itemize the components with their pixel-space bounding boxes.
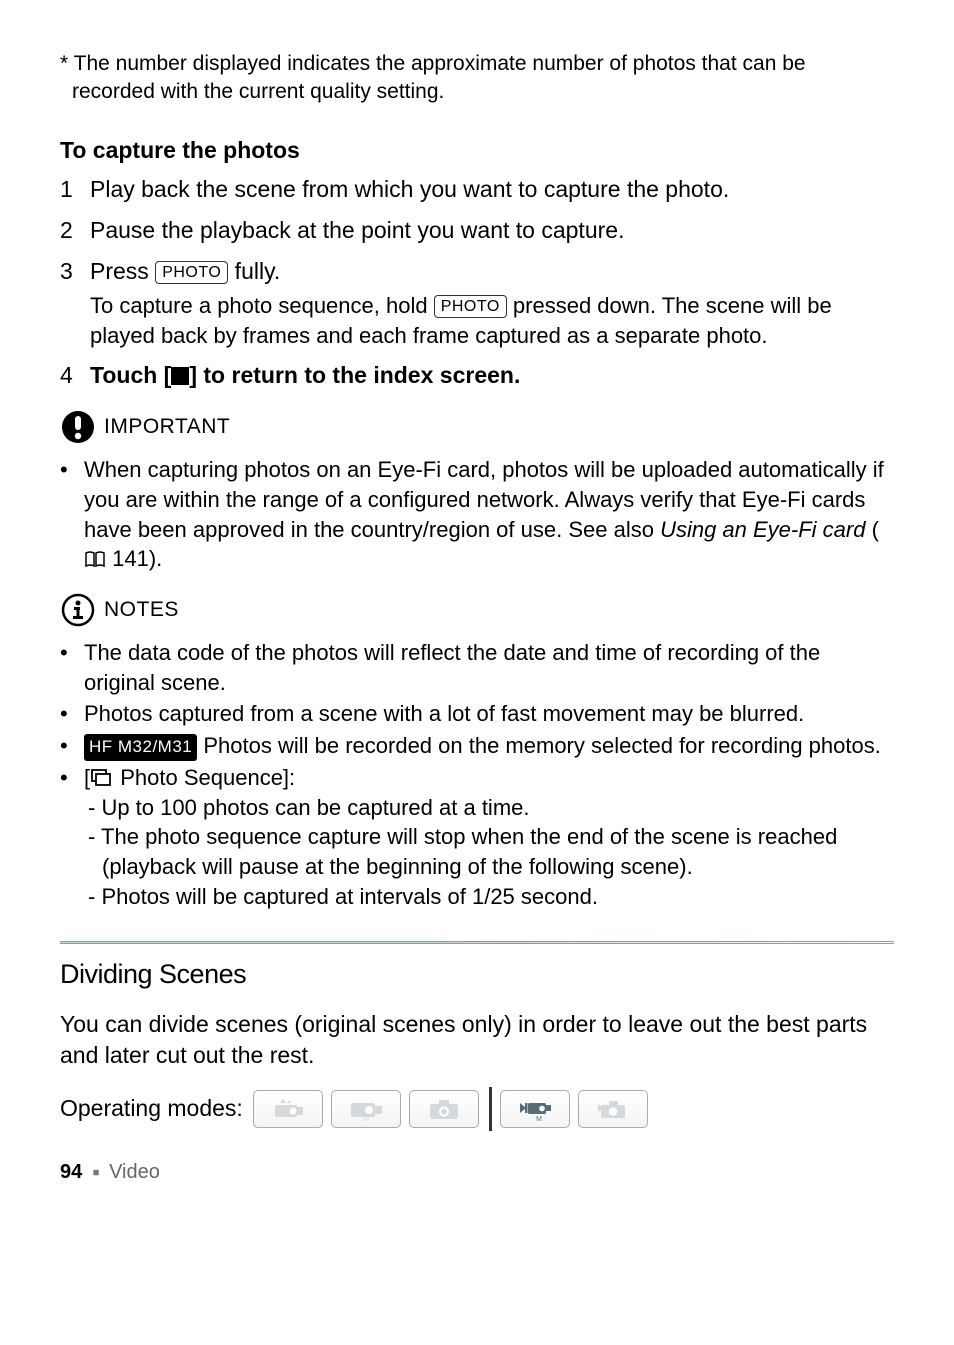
important-icon bbox=[60, 409, 96, 445]
stop-icon bbox=[171, 367, 189, 385]
important-callout: IMPORTANT bbox=[60, 409, 894, 445]
bold-pre: Touch [ bbox=[90, 362, 171, 388]
mode-photo bbox=[409, 1090, 479, 1128]
step-text: Touch [ ] to return to the index screen. bbox=[90, 360, 894, 391]
notes-bullets: • The data code of the photos will refle… bbox=[60, 638, 894, 911]
bullet-content: HF M32/M31 Photos will be recorded on th… bbox=[84, 731, 894, 761]
bullet-content: When capturing photos on an Eye-Fi card,… bbox=[84, 455, 894, 574]
mode-divider bbox=[489, 1087, 492, 1131]
bold-post: ] to return to the index screen. bbox=[189, 362, 520, 388]
bullet-dot: • bbox=[60, 455, 84, 574]
bullet-item: • The data code of the photos will refle… bbox=[60, 638, 894, 697]
step-num: 2 bbox=[60, 215, 90, 246]
mode-manual: M bbox=[331, 1090, 401, 1128]
step-num: 3 bbox=[60, 256, 90, 350]
page-footer: 94 ◆ Video bbox=[60, 1159, 894, 1186]
sub-dash: - Up to 100 photos can be captured at a … bbox=[84, 793, 894, 823]
auto-mode-icon bbox=[269, 1097, 307, 1121]
bullet-content: [ Photo Sequence]: - Up to 100 photos ca… bbox=[84, 763, 894, 911]
step-pre: Press bbox=[90, 258, 155, 284]
sequence-icon bbox=[90, 768, 114, 788]
important-label: IMPORTANT bbox=[104, 413, 230, 441]
bullet-content: Photos captured from a scene with a lot … bbox=[84, 699, 894, 729]
photo-key: PHOTO bbox=[155, 261, 228, 285]
footer-section: Video bbox=[109, 1161, 160, 1183]
svg-text:M: M bbox=[363, 1116, 369, 1121]
modes-label: Operating modes: bbox=[60, 1093, 243, 1124]
info-icon bbox=[60, 592, 96, 628]
capture-steps: 1 Play back the scene from which you wan… bbox=[60, 174, 894, 392]
mode-playback-video: M bbox=[500, 1090, 570, 1128]
bullet-pageref: 141). bbox=[106, 546, 162, 571]
diamond-icon: ◆ bbox=[88, 1165, 103, 1180]
bullet-item: • When capturing photos on an Eye-Fi car… bbox=[60, 455, 894, 574]
bullet-italic: Using an Eye-Fi card bbox=[660, 517, 865, 542]
step-1: 1 Play back the scene from which you wan… bbox=[60, 174, 894, 205]
step-sub: To capture a photo sequence, hold PHOTO … bbox=[90, 291, 894, 350]
notes-callout: NOTES bbox=[60, 592, 894, 628]
step-3: 3 Press PHOTO fully. To capture a photo … bbox=[60, 256, 894, 350]
operating-modes-row: Operating modes: M bbox=[60, 1087, 894, 1131]
bullet-item: • Photos captured from a scene with a lo… bbox=[60, 699, 894, 729]
bullet-dot: • bbox=[60, 699, 84, 729]
book-icon bbox=[84, 550, 106, 568]
dividing-title: Dividing Scenes bbox=[60, 956, 894, 992]
step-num: 1 bbox=[60, 174, 90, 205]
bullet-item: • HF M32/M31 Photos will be recorded on … bbox=[60, 731, 894, 761]
photo-mode-icon bbox=[427, 1097, 461, 1121]
playback-photo-icon bbox=[596, 1097, 630, 1121]
bullet-dot: • bbox=[60, 638, 84, 697]
bullet-content: The data code of the photos will reflect… bbox=[84, 638, 894, 697]
important-bullets: • When capturing photos on an Eye-Fi car… bbox=[60, 455, 894, 574]
section-divider bbox=[60, 941, 894, 944]
sub-pre: To capture a photo sequence, hold bbox=[90, 293, 434, 318]
sub-dash: - Photos will be captured at intervals o… bbox=[84, 882, 894, 912]
step-4: 4 Touch [ ] to return to the index screen… bbox=[60, 360, 894, 391]
step-text: Play back the scene from which you want … bbox=[90, 174, 894, 205]
step-post: fully. bbox=[228, 258, 280, 284]
svg-text:M: M bbox=[536, 1116, 542, 1121]
step-2: 2 Pause the playback at the point you wa… bbox=[60, 215, 894, 246]
page-number: 94 bbox=[60, 1161, 82, 1183]
sub-dash: - The photo sequence capture will stop w… bbox=[84, 822, 894, 881]
mode-playback-photo bbox=[578, 1090, 648, 1128]
footnote-text: * The number displayed indicates the app… bbox=[60, 50, 894, 107]
step-text: Press PHOTO fully. To capture a photo se… bbox=[90, 256, 894, 350]
photo-key: PHOTO bbox=[434, 295, 507, 319]
playback-video-icon: M bbox=[515, 1097, 555, 1121]
dividing-para: You can divide scenes (original scenes o… bbox=[60, 1009, 894, 1071]
capture-heading: To capture the photos bbox=[60, 135, 894, 166]
manual-mode-icon: M bbox=[347, 1097, 385, 1121]
model-badge: HF M32/M31 bbox=[84, 734, 197, 761]
seq-post: Photo Sequence]: bbox=[114, 765, 295, 790]
notes-label: NOTES bbox=[104, 596, 179, 624]
bullet-dot: • bbox=[60, 763, 84, 911]
step-num: 4 bbox=[60, 360, 90, 391]
bullet-open: ( bbox=[865, 517, 878, 542]
badge-text: Photos will be recorded on the memory se… bbox=[197, 733, 881, 758]
bullet-dot: • bbox=[60, 731, 84, 761]
step-text: Pause the playback at the point you want… bbox=[90, 215, 894, 246]
bullet-item: • [ Photo Sequence]: - Up to 100 photos … bbox=[60, 763, 894, 911]
mode-auto bbox=[253, 1090, 323, 1128]
